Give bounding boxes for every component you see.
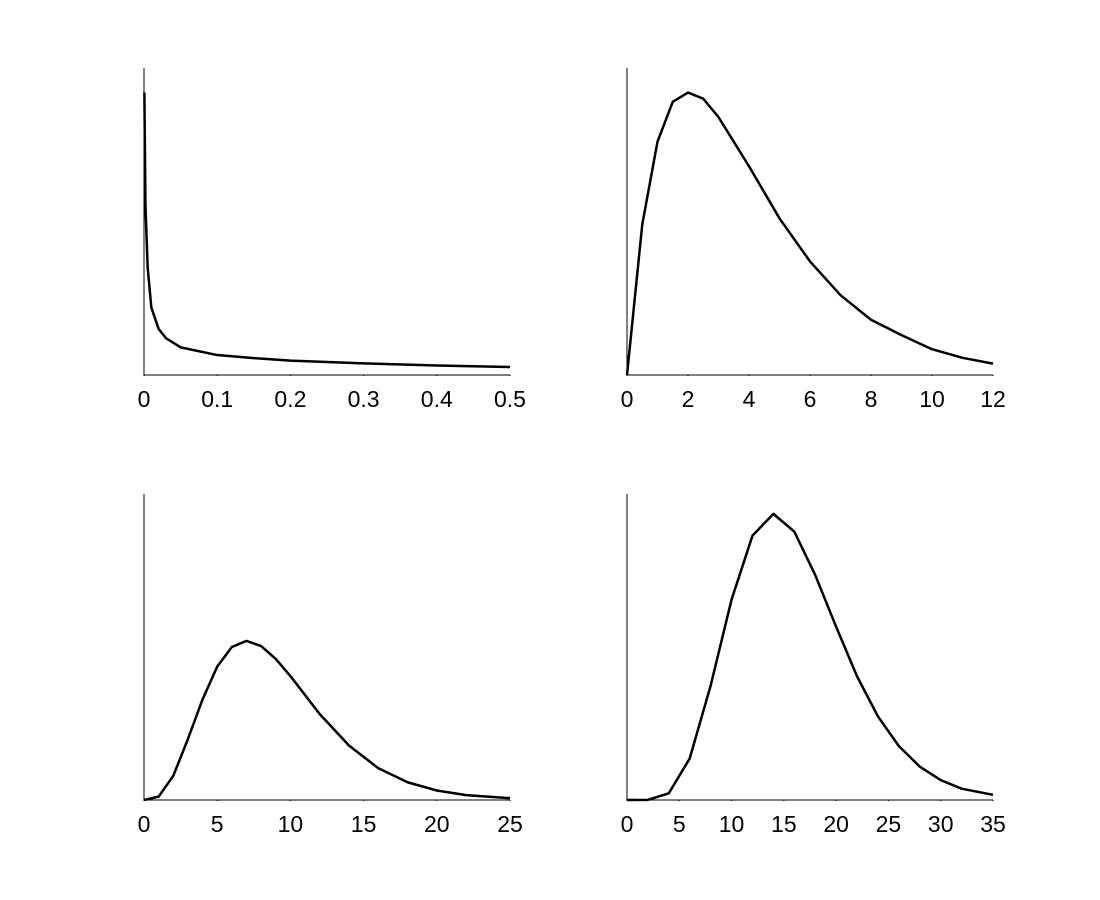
x-tick-label: 25 xyxy=(497,811,523,837)
x-tick-label: 0.3 xyxy=(348,386,380,412)
x-tick-label: 12 xyxy=(980,386,1006,412)
x-tick-label: 0 xyxy=(138,811,151,837)
curve xyxy=(143,639,511,802)
x-tick-label: 20 xyxy=(424,811,450,837)
x-tick-label: 15 xyxy=(771,811,797,837)
x-tick-label: 35 xyxy=(980,811,1006,837)
x-tick-label: 25 xyxy=(876,811,902,837)
x-tick-label: 0.4 xyxy=(421,386,453,412)
x-tick-label: 0.1 xyxy=(201,386,233,412)
x-tick-label: 6 xyxy=(804,386,817,412)
curve xyxy=(143,92,511,369)
x-tick-label: 5 xyxy=(211,811,224,837)
x-tick-label: 10 xyxy=(919,386,945,412)
x-tick-label: 30 xyxy=(928,811,954,837)
x-tick-label: 2 xyxy=(682,386,695,412)
x-tick-label: 20 xyxy=(823,811,849,837)
x-tick-label: 10 xyxy=(278,811,304,837)
curve xyxy=(626,512,994,802)
x-tick-label: 0.5 xyxy=(494,386,526,412)
curve xyxy=(625,91,994,376)
x-tick-label: 4 xyxy=(743,386,756,412)
x-tick-label: 15 xyxy=(351,811,377,837)
x-tick-label: 0 xyxy=(621,811,634,837)
x-tick-label: 0 xyxy=(138,386,151,412)
x-tick-label: 0.2 xyxy=(274,386,306,412)
x-tick-label: 10 xyxy=(719,811,745,837)
x-tick-label: 5 xyxy=(673,811,686,837)
x-tick-label: 0 xyxy=(621,386,634,412)
x-tick-label: 8 xyxy=(865,386,878,412)
